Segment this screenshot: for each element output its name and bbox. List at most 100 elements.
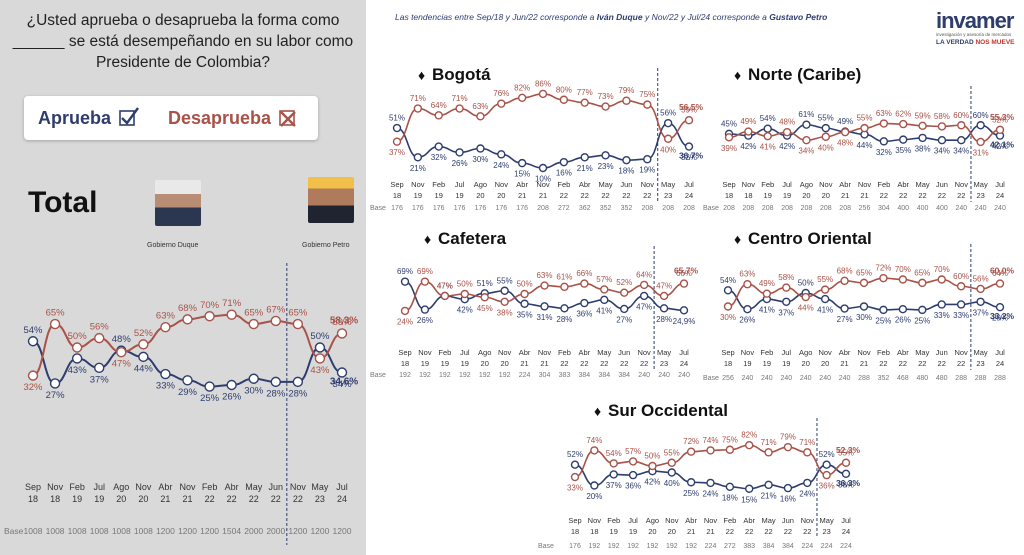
data-label-aprueba: 24% <box>799 489 815 498</box>
x-tick-month: Jul <box>841 516 851 525</box>
data-point-aprueba <box>859 302 869 311</box>
data-label-aprueba: 25% <box>200 393 220 404</box>
data-label-aprueba: 16% <box>780 495 796 504</box>
data-point-aprueba <box>570 460 580 469</box>
x-tick-year: 22 <box>293 494 303 504</box>
data-label-aprueba: 50% <box>798 279 814 288</box>
data-point-desaprueba <box>840 276 849 286</box>
x-tick-month: Feb <box>558 348 571 357</box>
base-value: 1200 <box>178 526 197 536</box>
data-label-desaprueba: 64% <box>992 269 1008 278</box>
data-label-desaprueba: 64% <box>636 270 652 279</box>
data-point-aprueba <box>706 478 715 488</box>
data-label-aprueba: 28% <box>266 388 286 399</box>
data-point-aprueba <box>663 118 673 128</box>
data-point-desaprueba <box>413 104 423 113</box>
x-tick-month: Ago <box>799 348 812 357</box>
data-label-aprueba: 55% <box>497 276 513 285</box>
x-tick-year: 19 <box>461 359 469 368</box>
data-label-desaprueba: 48% <box>837 139 853 148</box>
data-point-aprueba <box>138 351 149 363</box>
x-tick-month: Nov <box>290 482 307 492</box>
x-tick-year: 19 <box>782 359 790 368</box>
data-point-desaprueba <box>821 132 830 141</box>
x-tick-year: 24 <box>842 527 850 536</box>
data-point-desaprueba <box>860 123 869 133</box>
title-bullet-icon: ♦ <box>594 403 601 419</box>
data-label-aprueba: 24,9% <box>673 317 696 326</box>
data-label-aprueba: 51% <box>389 114 405 123</box>
title-bullet-icon: ♦ <box>424 231 431 247</box>
logo-tagline: LA VERDAD NOS MUEVE <box>936 39 1015 46</box>
data-label-desaprueba: 73% <box>598 92 614 101</box>
x-tick-year: 21 <box>860 359 868 368</box>
base-value: 208 <box>641 205 653 212</box>
x-tick-year: 22 <box>918 191 926 200</box>
base-value: 208 <box>743 205 755 212</box>
data-label-aprueba: 15% <box>514 170 530 179</box>
x-tick-month: Abr <box>225 482 239 492</box>
data-label-desaprueba: 56% <box>90 322 110 333</box>
data-label-desaprueba: 82% <box>514 83 530 92</box>
data-label-aprueba: 29% <box>178 387 198 398</box>
data-label-desaprueba: 68% <box>837 266 853 275</box>
x-tick-month: Feb <box>438 348 451 357</box>
x-tick-month: Nov <box>741 348 755 357</box>
data-label-desaprueba: 55,3% <box>990 112 1015 122</box>
data-label-aprueba: 31% <box>536 313 552 322</box>
data-point-desaprueba <box>628 457 638 466</box>
base-value: 224 <box>821 543 833 550</box>
data-point-aprueba <box>723 286 733 295</box>
base-value: 176 <box>569 543 581 550</box>
x-tick-month: Nov <box>588 516 602 525</box>
data-label-desaprueba: 48% <box>779 118 795 127</box>
data-point-desaprueba <box>995 279 1005 288</box>
x-tick-month: Nov <box>858 180 872 189</box>
data-label-aprueba: 69% <box>397 267 413 276</box>
x-tick-month: Abr <box>519 348 531 357</box>
data-label-desaprueba: 66% <box>576 269 592 278</box>
base-value: 352 <box>621 205 633 212</box>
data-point-aprueba <box>879 305 888 315</box>
base-value: 240 <box>780 375 792 382</box>
x-tick-year: 22 <box>879 359 887 368</box>
x-tick-year: 22 <box>880 191 888 200</box>
data-point-aprueba <box>248 373 259 384</box>
data-label-desaprueba: 56,5% <box>679 102 704 112</box>
x-tick-month: Feb <box>761 180 774 189</box>
data-point-desaprueba <box>538 89 548 99</box>
base-value: 176 <box>391 205 403 212</box>
x-tick-month: Abr <box>579 180 591 189</box>
x-tick-year: 18 <box>401 359 409 368</box>
x-tick-year: 19 <box>94 494 104 504</box>
data-point-desaprueba <box>659 291 669 301</box>
base-value: 240 <box>800 375 812 382</box>
data-label-aprueba: 30% <box>472 155 488 164</box>
data-point-aprueba <box>899 135 908 144</box>
x-tick-year: 22 <box>899 191 907 200</box>
data-point-aprueba <box>976 297 985 306</box>
data-point-desaprueba <box>540 281 549 290</box>
data-label-aprueba: 42% <box>740 142 756 151</box>
x-tick-month: Jul <box>93 482 105 492</box>
base-value: 176 <box>516 205 528 212</box>
data-label-aprueba: 41% <box>817 306 833 315</box>
data-label-aprueba: 49% <box>837 117 853 126</box>
data-label-desaprueba: 69% <box>417 267 433 276</box>
data-label-desaprueba: 30% <box>720 313 736 322</box>
data-point-aprueba <box>841 469 851 478</box>
data-point-aprueba <box>500 286 509 295</box>
base-value: 1504 <box>222 526 241 536</box>
data-point-aprueba <box>27 336 39 347</box>
data-point-aprueba <box>976 121 985 130</box>
x-tick-year: 23 <box>315 494 325 504</box>
base-value: 176 <box>454 205 466 212</box>
data-label-desaprueba: 74% <box>702 436 718 445</box>
data-label-desaprueba: 75% <box>722 435 738 444</box>
data-label-aprueba: 23% <box>598 162 614 171</box>
base-value: 208 <box>723 205 735 212</box>
data-point-aprueba <box>620 304 629 314</box>
x-tick-year: 22 <box>205 494 215 504</box>
data-point-desaprueba <box>336 328 348 339</box>
x-tick-month: Jul <box>995 180 1005 189</box>
